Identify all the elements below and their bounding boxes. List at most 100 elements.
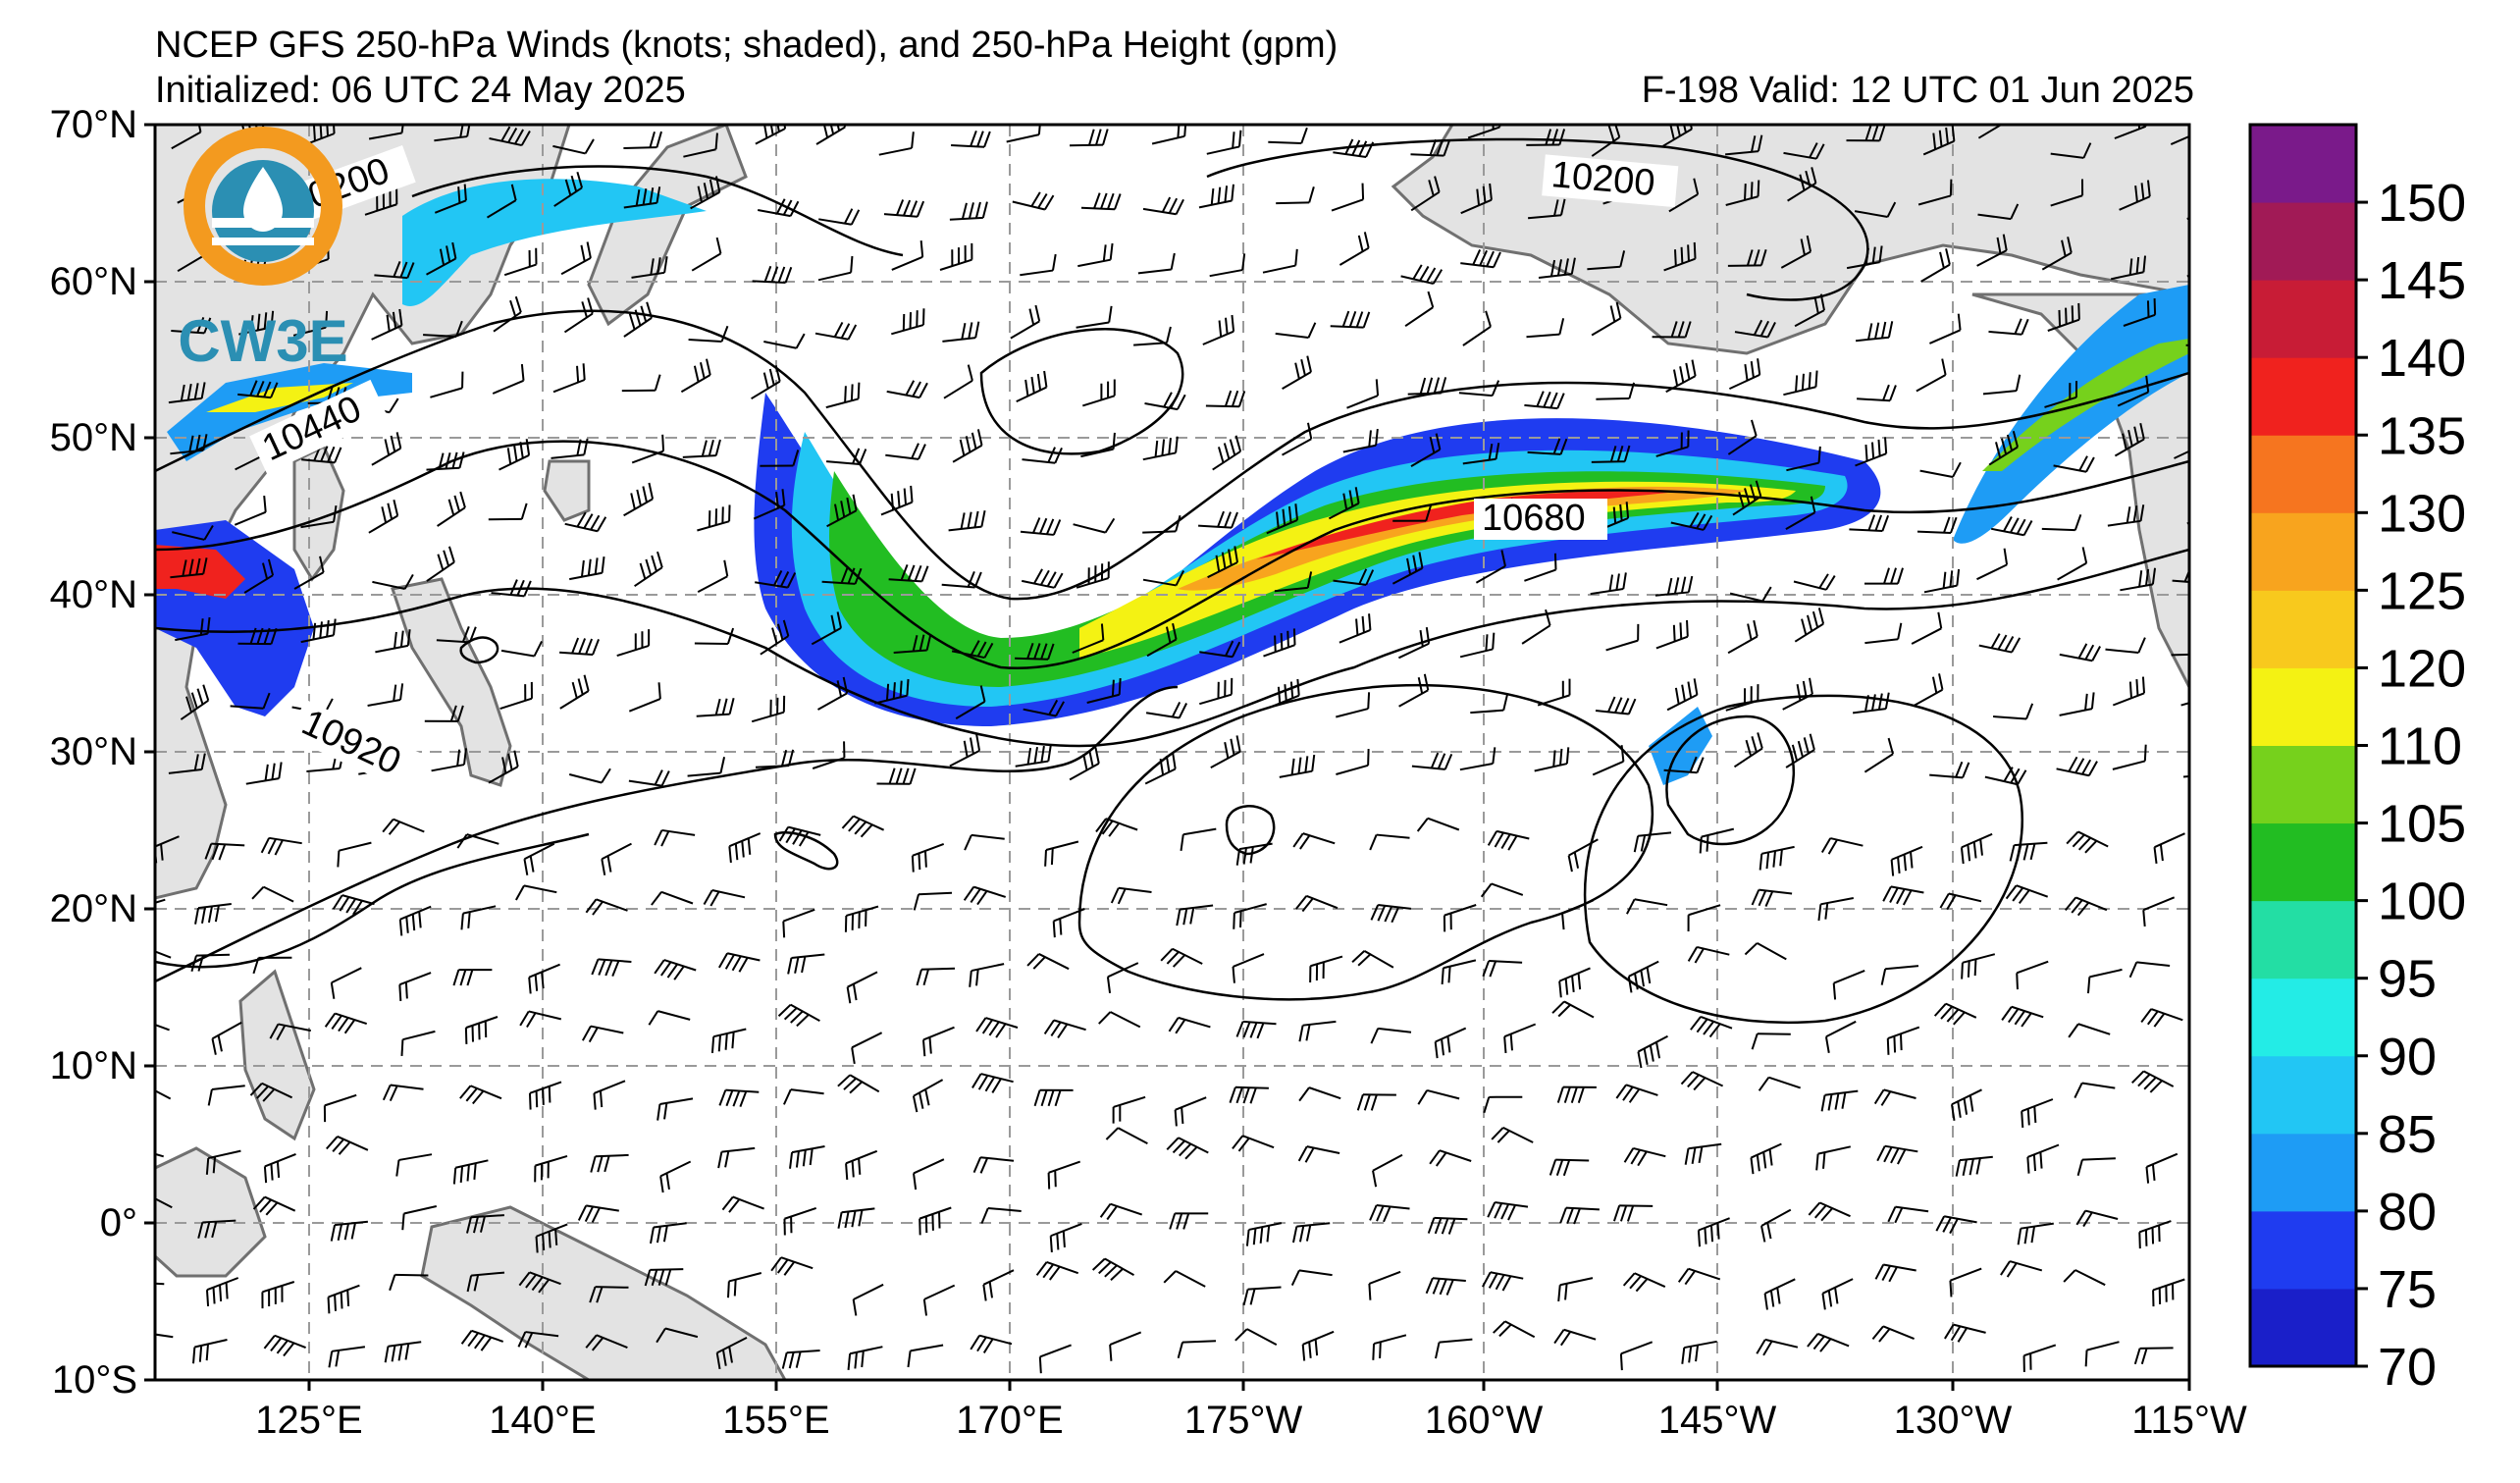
wind-barb: [2114, 422, 2145, 457]
wind-barb: [710, 1028, 747, 1053]
wind-barb: [948, 509, 986, 532]
wind-barb: [941, 571, 982, 589]
wind-barb: [1435, 1338, 1473, 1359]
wind-barb: [1821, 1278, 1854, 1310]
wind-barb: [192, 1339, 228, 1364]
colorbar-swatch: [2250, 512, 2356, 591]
wind-shading: [155, 179, 2189, 785]
wind-barb: [1023, 699, 1065, 717]
wind-barb: [1351, 949, 1394, 969]
wind-barb: [1047, 1160, 1081, 1190]
wind-barb: [631, 434, 665, 464]
wind-barb: [528, 1081, 562, 1110]
wind-barb: [1427, 1216, 1468, 1235]
wind-barb: [2050, 142, 2092, 159]
wind-barb: [190, 953, 231, 972]
wind-barb: [1882, 885, 1924, 906]
wind-barb: [1202, 314, 1235, 345]
wind-barb: [727, 1272, 762, 1298]
wind-barb: [1855, 321, 1894, 343]
wind-barb: [1205, 390, 1246, 408]
wind-barb: [1760, 1208, 1792, 1243]
wind-barb: [942, 321, 980, 343]
wind-barb: [885, 443, 926, 460]
wind-barb: [1397, 627, 1431, 660]
wind-barb: [323, 1093, 357, 1123]
lat-label: 60°N: [50, 260, 137, 303]
wind-barb: [1655, 619, 1689, 650]
wind-barb: [1783, 142, 1825, 160]
wind-barb: [949, 734, 981, 768]
wind-barb: [489, 126, 531, 147]
wind-barb: [969, 963, 1005, 987]
wind-barb: [326, 1136, 369, 1155]
wind-barb: [2112, 744, 2147, 770]
wind-barb: [2041, 514, 2082, 532]
wind-barb: [1503, 1023, 1537, 1053]
wind-barb: [680, 358, 711, 394]
wind-barb: [1944, 1323, 1986, 1343]
wind-barb: [777, 1003, 820, 1028]
wind-barb: [460, 1329, 504, 1351]
wind-barb: [585, 1334, 628, 1351]
wind-barb: [1637, 1034, 1668, 1069]
wind-barb: [955, 685, 986, 719]
wind-barb: [1873, 1088, 1916, 1106]
wind-barb: [1163, 1270, 1206, 1288]
lat-label: 0°: [100, 1201, 137, 1245]
wind-barb: [1010, 304, 1041, 340]
wind-barb: [1592, 745, 1625, 776]
wind-barb: [650, 1222, 687, 1245]
water-drop-icon: [243, 167, 283, 232]
wind-barb: [1342, 428, 1379, 453]
wind-barb: [952, 429, 983, 463]
wind-barb: [755, 749, 795, 768]
wind-barb: [1759, 845, 1795, 871]
wind-barb: [964, 833, 1005, 851]
wind-barb: [811, 611, 842, 646]
wind-barb: [1846, 245, 1883, 270]
wind-barb: [1276, 186, 1315, 205]
wind-barb: [1091, 1257, 1134, 1281]
wind-barb: [826, 494, 858, 528]
wind-barb: [205, 1277, 239, 1307]
wind-barb: [375, 629, 411, 654]
wind-barb: [1229, 1086, 1269, 1104]
wind-barb: [1596, 382, 1636, 400]
wind-barb: [230, 692, 271, 710]
lon-label: 115°W: [2131, 1399, 2247, 1442]
jet-small-blob: [1649, 707, 1712, 785]
wind-barb: [694, 627, 735, 645]
wind-barb: [874, 678, 910, 705]
wind-barb: [1750, 1142, 1782, 1175]
wind-barb: [371, 308, 403, 341]
wind-barb: [1916, 358, 1947, 393]
wind-barb: [1290, 1269, 1333, 1287]
lat-label: 10°S: [52, 1358, 137, 1402]
wind-barb: [456, 833, 499, 849]
wind-barb: [466, 1214, 504, 1234]
wind-barb: [1339, 613, 1372, 644]
wind-barb: [401, 1205, 438, 1231]
wind-barb: [436, 625, 477, 644]
wind-barb: [437, 491, 466, 527]
wind-barb: [2053, 455, 2095, 473]
wind-barb: [2066, 830, 2109, 854]
wind-barb: [1112, 1095, 1146, 1124]
jet-east-yellow: [1982, 339, 2189, 471]
wind-barb: [395, 1153, 433, 1177]
jet-main-green: [829, 471, 1825, 687]
wind-barb: [1808, 1201, 1851, 1222]
wind-barb: [628, 682, 661, 713]
wind-barb: [382, 1084, 424, 1102]
wind-barb: [1783, 370, 1818, 397]
wind-barb: [300, 504, 338, 529]
wind-barb: [919, 1206, 952, 1236]
wind-barb: [980, 1206, 1022, 1224]
wind-barb: [659, 1160, 692, 1193]
wind-barb: [243, 558, 275, 594]
wind-barb: [398, 905, 432, 936]
wind-barb: [559, 637, 601, 657]
colorbar-swatch: [2250, 745, 2356, 824]
wind-barb: [1459, 632, 1496, 659]
